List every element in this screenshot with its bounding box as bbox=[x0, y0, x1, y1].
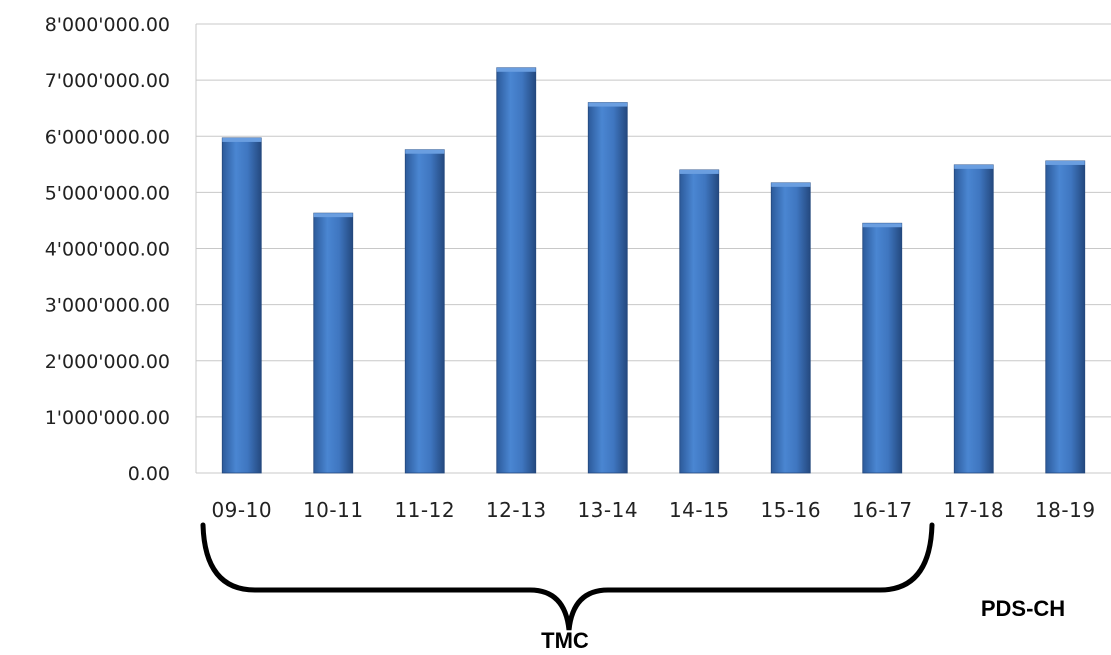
y-tick-label: 7'000'000.00 bbox=[45, 70, 170, 92]
bar-18-19 bbox=[1045, 160, 1086, 474]
x-tick-label: 18-19 bbox=[1035, 498, 1096, 522]
tmc-group-brace bbox=[200, 522, 935, 631]
bar-16-17 bbox=[862, 222, 903, 474]
pds-ch-group-label: PDS-CH bbox=[981, 596, 1065, 621]
x-tick-label: 17-18 bbox=[943, 498, 1004, 522]
x-tick-label: 14-15 bbox=[669, 498, 730, 522]
x-axis-tick-labels: 09-10 10-11 11-12 12-13 13-14 14-15 15-16 16-17… bbox=[211, 498, 1095, 522]
bar-14-15 bbox=[679, 169, 720, 474]
tmc-group-label: TMC bbox=[541, 628, 589, 653]
bar-09-10 bbox=[221, 137, 262, 474]
bar-highlight bbox=[954, 164, 994, 169]
bar-15-16 bbox=[770, 182, 811, 474]
x-tick-label: 10-11 bbox=[303, 498, 364, 522]
bar-highlight bbox=[1045, 160, 1085, 165]
y-tick-label: 8'000'000.00 bbox=[45, 14, 170, 36]
bar-highlight bbox=[222, 137, 262, 142]
bar-10-11 bbox=[313, 212, 354, 474]
bar-13-14 bbox=[587, 102, 628, 474]
bars bbox=[221, 67, 1086, 474]
y-tick-label: 3'000'000.00 bbox=[45, 295, 170, 317]
x-tick-label: 13-14 bbox=[577, 498, 638, 522]
bar-highlight bbox=[771, 182, 811, 187]
bar-11-12 bbox=[404, 149, 445, 474]
x-tick-label: 09-10 bbox=[211, 498, 272, 522]
bar-highlight bbox=[405, 149, 445, 154]
bar-highlight bbox=[862, 223, 902, 228]
bar-highlight bbox=[588, 102, 628, 107]
x-tick-label: 11-12 bbox=[394, 498, 455, 522]
bar-highlight bbox=[679, 169, 719, 174]
x-tick-label: 12-13 bbox=[486, 498, 547, 522]
y-tick-label: 1'000'000.00 bbox=[45, 407, 170, 429]
y-axis-tick-labels: 0.00 1'000'000.00 2'000'000.00 3'000'000.00… bbox=[45, 14, 170, 485]
x-tick-label: 15-16 bbox=[760, 498, 821, 522]
group-annotations: TMC PDS-CH bbox=[200, 522, 1065, 653]
bar-17-18 bbox=[953, 164, 994, 474]
y-tick-label: 4'000'000.00 bbox=[45, 239, 170, 261]
bar-12-13 bbox=[496, 67, 537, 474]
y-tick-label: 2'000'000.00 bbox=[45, 351, 170, 373]
y-tick-label: 5'000'000.00 bbox=[45, 182, 170, 204]
y-tick-label: 0.00 bbox=[128, 463, 170, 485]
x-tick-label: 16-17 bbox=[852, 498, 913, 522]
bar-highlight bbox=[313, 213, 353, 218]
bar-highlight bbox=[496, 67, 536, 72]
y-tick-label: 6'000'000.00 bbox=[45, 126, 170, 148]
